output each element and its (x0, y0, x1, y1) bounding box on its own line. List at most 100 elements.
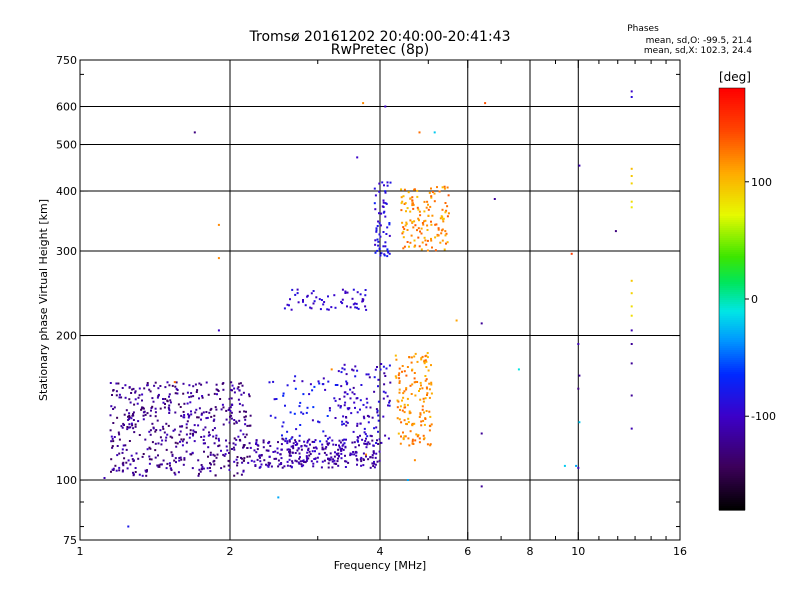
data-point (382, 245, 385, 248)
data-point (362, 403, 365, 406)
data-point (183, 458, 186, 461)
y-tick-label: 750 (56, 54, 77, 67)
data-point (121, 426, 124, 429)
colorbar-swatch (719, 254, 745, 257)
colorbar-swatch (719, 374, 745, 377)
data-point (388, 234, 391, 237)
data-point (334, 451, 336, 454)
data-point (138, 387, 141, 390)
data-point (110, 405, 113, 408)
data-point (347, 461, 350, 464)
data-point (384, 391, 387, 394)
data-point (342, 443, 345, 446)
data-point (206, 467, 209, 470)
data-point (346, 305, 348, 308)
data-point (329, 452, 332, 455)
colorbar-swatch (719, 140, 745, 143)
data-point (118, 452, 121, 455)
data-point (455, 319, 458, 322)
data-point (277, 459, 280, 462)
data-point (344, 466, 347, 468)
colorbar-swatch (719, 350, 745, 353)
data-point (403, 435, 406, 438)
data-point (115, 382, 118, 385)
data-point (407, 417, 410, 420)
data-point (282, 421, 285, 424)
data-point (215, 408, 218, 411)
colorbar-swatch (719, 332, 745, 335)
data-point (377, 430, 379, 433)
data-point (127, 426, 130, 429)
data-point (358, 444, 360, 447)
data-point (168, 384, 171, 387)
data-point (344, 454, 346, 457)
data-point (411, 204, 414, 207)
data-point (447, 212, 450, 215)
colorbar-swatch (719, 242, 745, 245)
data-point (405, 222, 408, 225)
data-point (185, 441, 188, 444)
data-point (202, 428, 205, 431)
data-point (193, 424, 196, 427)
colorbar-swatch (719, 496, 745, 499)
data-point (398, 367, 401, 370)
colorbar-swatch (719, 186, 745, 189)
data-point (302, 300, 304, 303)
data-point (327, 380, 330, 383)
data-point (400, 421, 403, 424)
data-point (366, 435, 369, 438)
data-point (243, 410, 246, 413)
data-point (356, 291, 359, 294)
y-tick-label: 500 (56, 139, 77, 152)
data-point (354, 375, 357, 378)
data-point (402, 195, 405, 198)
data-point (630, 427, 633, 430)
data-point (126, 467, 129, 470)
data-point (165, 436, 168, 439)
data-point (110, 470, 112, 473)
colorbar-swatch (719, 424, 745, 427)
data-point (443, 248, 446, 251)
data-point (128, 386, 131, 389)
data-point (130, 454, 133, 457)
colorbar-swatch (719, 318, 745, 321)
data-point (362, 102, 365, 105)
data-point (380, 363, 383, 365)
data-point (360, 464, 363, 467)
data-point (406, 404, 409, 407)
data-point (359, 422, 362, 425)
data-point (159, 436, 162, 439)
data-point (212, 419, 215, 422)
data-point (374, 208, 377, 211)
colorbar-swatch (719, 358, 745, 361)
data-point (378, 190, 381, 193)
colorbar-swatch (719, 272, 745, 275)
data-point (308, 454, 311, 457)
data-point (231, 403, 234, 406)
colorbar-swatch (719, 408, 745, 411)
data-point (191, 467, 194, 470)
data-point (421, 405, 424, 408)
data-point (406, 397, 409, 400)
data-point (242, 470, 245, 473)
data-point (425, 243, 428, 246)
data-point (384, 202, 387, 205)
data-point (233, 419, 236, 421)
data-point (414, 439, 417, 442)
data-point (563, 464, 566, 467)
data-point (327, 462, 330, 465)
colorbar-swatch (719, 154, 745, 157)
data-point (341, 420, 344, 423)
data-point (295, 428, 298, 431)
data-point (281, 437, 284, 440)
colorbar-swatch (719, 106, 745, 109)
data-point (118, 433, 121, 436)
data-point (340, 371, 343, 374)
colorbar-swatch (719, 406, 745, 409)
data-point (112, 467, 115, 470)
data-point (374, 463, 377, 466)
data-point (286, 464, 289, 467)
data-point (374, 456, 377, 459)
data-point (161, 425, 164, 428)
y-axis-label: Stationary phase Virtual Height [km] (37, 199, 50, 401)
